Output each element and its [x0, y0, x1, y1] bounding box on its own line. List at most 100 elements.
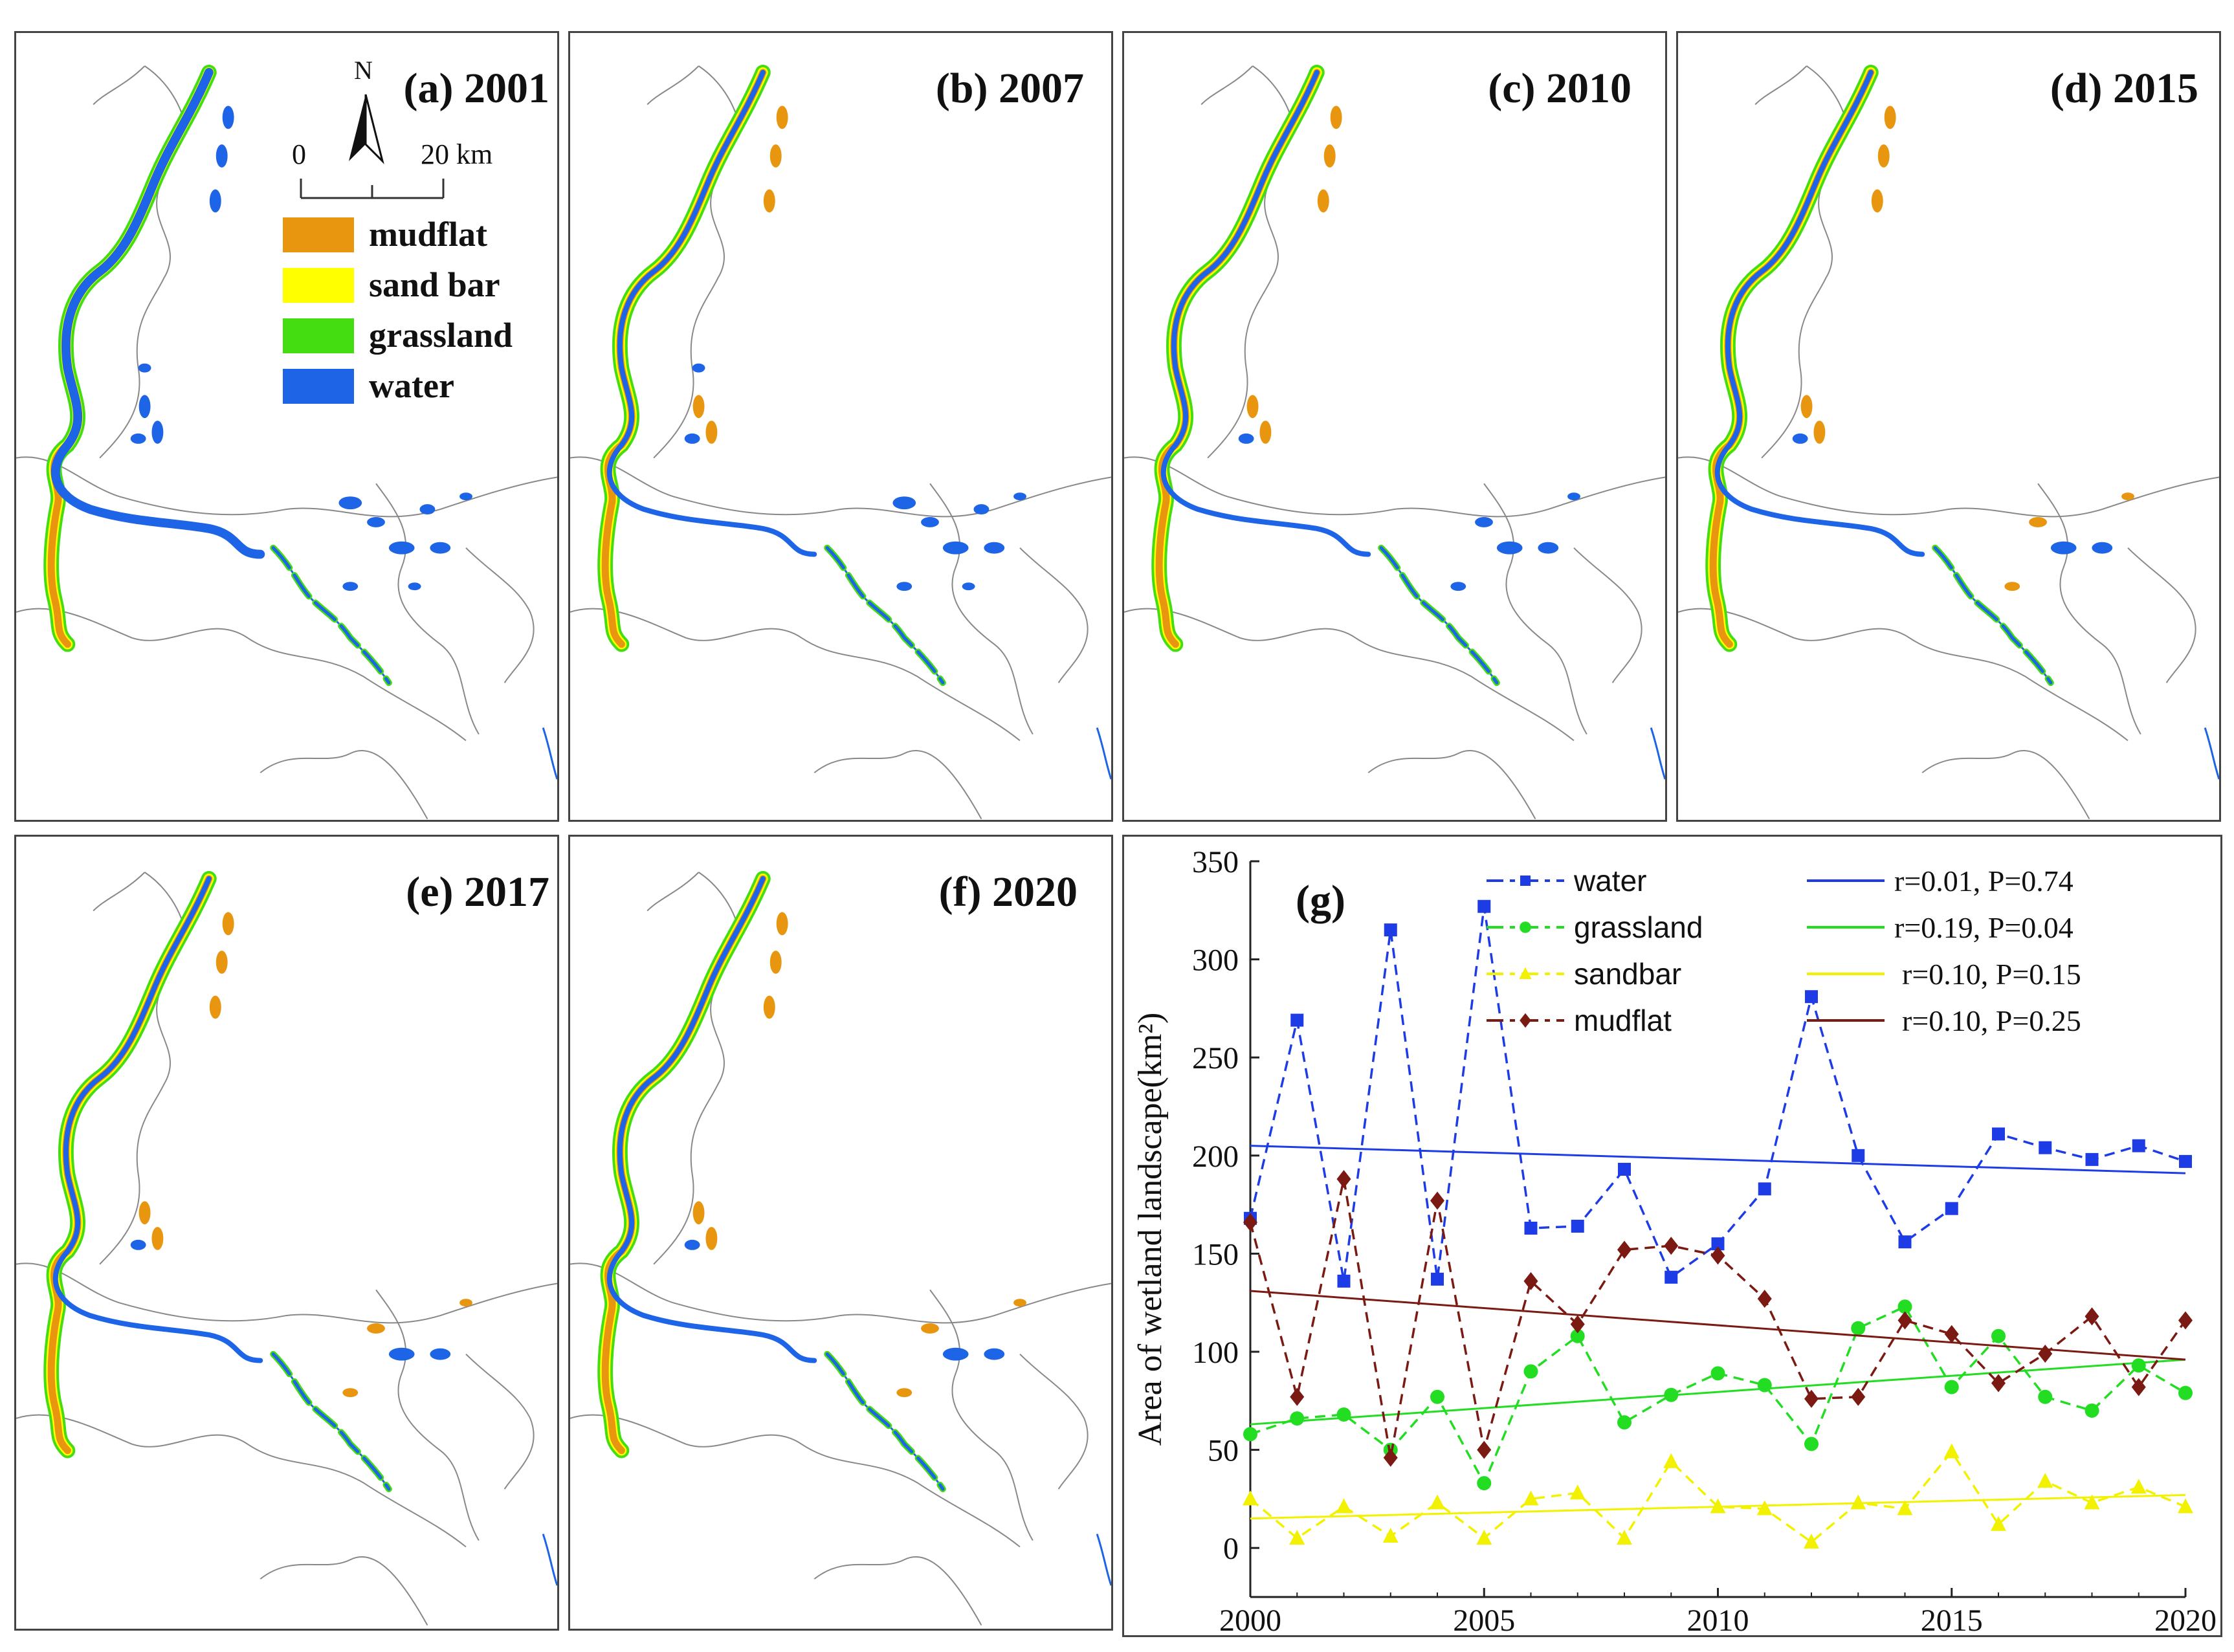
legend-fit-label-sandbar: r=0.10, P=0.15 [1902, 958, 2081, 991]
data-point-sandbar [1336, 1498, 1352, 1514]
map-panel-2007: (b) 2007 [568, 31, 1113, 822]
data-point-sandbar [1663, 1453, 1679, 1468]
county-border [1367, 749, 1536, 820]
tributary-line [1650, 727, 1665, 780]
lake-patch [1238, 433, 1254, 444]
map-title: (b) 2007 [935, 65, 1084, 112]
data-point-grassland [2085, 1403, 2099, 1418]
data-point-grassland [1477, 1476, 1492, 1491]
lake-patch [921, 516, 939, 527]
mudflat-patch [216, 951, 228, 974]
county-border [813, 749, 982, 820]
y-tick-label: 100 [1192, 1336, 1239, 1370]
county-border [16, 1414, 467, 1548]
lake-patch [984, 1348, 1005, 1360]
county-border [465, 547, 535, 683]
mudflat-band [601, 875, 767, 1455]
data-point-sandbar [1710, 1498, 1726, 1514]
lake-patch [973, 504, 990, 515]
data-point-grassland [1757, 1378, 1772, 1393]
data-point-sandbar [2178, 1498, 2193, 1514]
data-point-sandbar [2037, 1473, 2053, 1488]
y-axis-label: Area of wetland landscape(km²) [1132, 1013, 1169, 1446]
data-point-water [2039, 1141, 2052, 1154]
data-point-mudflat [1523, 1272, 1538, 1290]
water-channel [606, 69, 817, 557]
mudflat-patch [692, 1201, 705, 1225]
mudflat-patch [692, 395, 705, 419]
sandbar-band [600, 67, 768, 650]
lake-patch [2050, 541, 2077, 555]
data-point-water [1477, 899, 1491, 913]
county-border [1019, 1353, 1089, 1490]
scale-start: 0 [292, 138, 306, 170]
lake-patch [684, 1239, 700, 1250]
grassland-band [43, 871, 217, 1459]
lake-patch [2004, 582, 2020, 591]
data-point-water [1290, 1013, 1304, 1027]
mudflat-patch [1246, 395, 1259, 419]
data-point-mudflat [2038, 1345, 2053, 1363]
mudflat-patch [769, 144, 782, 168]
y-tick-label: 300 [1192, 943, 1239, 978]
y-tick-label: 50 [1208, 1434, 1239, 1468]
mudflat-patch [209, 995, 221, 1019]
lake-patch [921, 1323, 939, 1334]
mudflat-band [601, 69, 767, 648]
data-point-sandbar [1476, 1530, 1492, 1545]
grassland-band [1705, 65, 1879, 652]
data-point-sandbar [1756, 1500, 1773, 1515]
map-title: (d) 2015 [2050, 65, 2198, 112]
map-layer [16, 65, 557, 820]
legend-label-grassland: grassland [1574, 910, 1703, 944]
lake-patch [1567, 492, 1580, 501]
lake-patch [2029, 516, 2047, 527]
x-tick-label: 2005 [1453, 1603, 1515, 1638]
mudflat-patch [1871, 189, 1883, 213]
data-point-mudflat [1477, 1440, 1492, 1459]
y-tick-label: 250 [1192, 1041, 1239, 1075]
data-point-grassland [1851, 1321, 1866, 1336]
north-arrow-icon [300, 94, 445, 199]
county-border [570, 1262, 1111, 1324]
water-channel [825, 1352, 945, 1491]
legend-label-mudflat: mudflat [1574, 1004, 1672, 1037]
lake-patch [942, 541, 969, 555]
legend-label-sandbar: sand bar [369, 265, 500, 304]
data-point-mudflat [1757, 1290, 1772, 1308]
data-point-water [1520, 876, 1531, 886]
county-border [570, 456, 1111, 518]
data-point-sandbar [1430, 1494, 1445, 1510]
map-panel-2001: (a) 2001 N 0 20 km mudflat sand bar gras… [14, 31, 559, 822]
lake-patch [896, 582, 912, 591]
water-channel [52, 876, 263, 1363]
data-point-grassland [2178, 1385, 2193, 1400]
data-point-water [2179, 1154, 2192, 1168]
north-label: N [354, 56, 373, 85]
mudflat-band [1155, 69, 1321, 648]
data-point-grassland [1520, 921, 1531, 933]
data-point-mudflat [1570, 1315, 1585, 1334]
mudflat-patch [138, 395, 151, 419]
data-point-water [1852, 1149, 1865, 1162]
tributary-line [1096, 727, 1111, 780]
map-panel-2020: (f) 2020 [568, 835, 1113, 1631]
county-border [1124, 456, 1665, 518]
data-point-mudflat [1430, 1191, 1444, 1210]
county-border [1019, 547, 1089, 683]
data-point-water [2132, 1139, 2145, 1152]
water-channel [1714, 69, 1925, 557]
y-tick-label: 0 [1223, 1532, 1239, 1566]
x-tick-label: 2010 [1687, 1603, 1749, 1638]
mudflat-patch [1884, 105, 1896, 129]
mudflat-patch [222, 105, 234, 129]
y-tick-label: 150 [1192, 1237, 1239, 1272]
lake-patch [984, 542, 1005, 554]
mudflat-patch [1317, 189, 1329, 213]
sandbar-band [600, 873, 768, 1456]
data-point-mudflat [1804, 1389, 1819, 1408]
map-canvas [1124, 65, 1665, 820]
mudflat-patch [769, 951, 782, 974]
lake-patch [1496, 541, 1523, 555]
data-point-sandbar [1382, 1528, 1399, 1543]
